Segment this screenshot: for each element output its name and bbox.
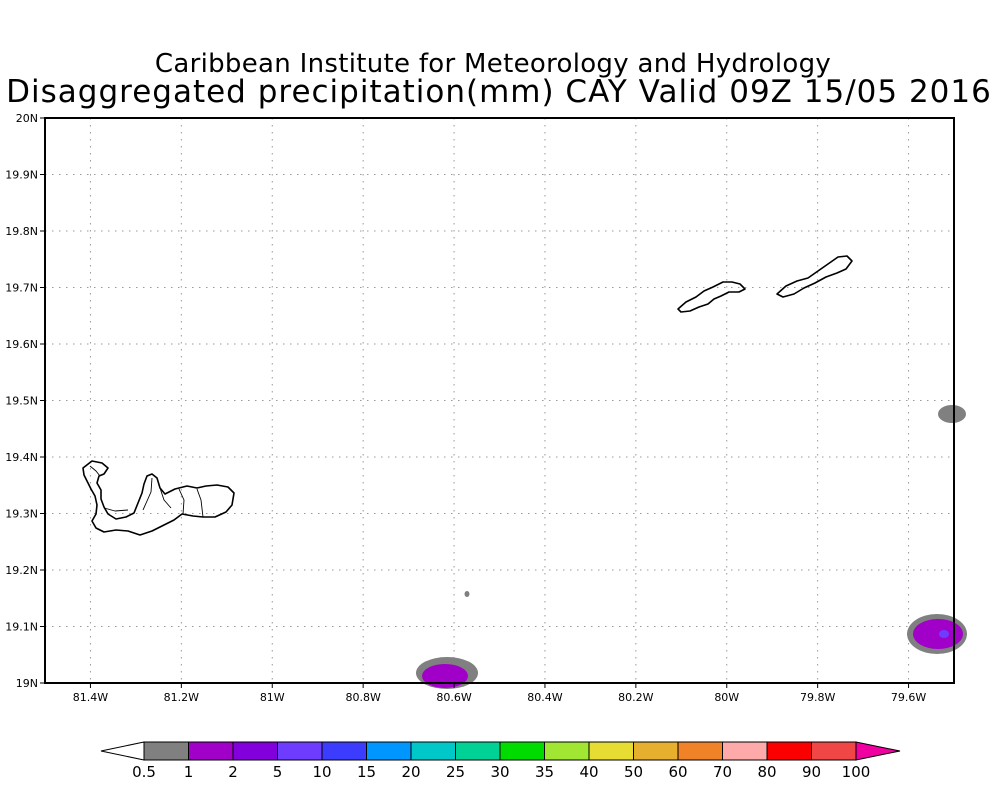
colorbar-label: 2 [228, 763, 238, 781]
lon-tick-label: 80.2W [618, 691, 653, 704]
lat-tick-label: 19.3N [5, 508, 38, 521]
institute-title: Caribbean Institute for Meteorology and … [154, 49, 832, 79]
precip-area-purple [422, 664, 468, 688]
islands [82, 255, 853, 536]
colorbar-swatch [811, 741, 857, 761]
colorbar: 0.5 1 2 5 10 15 20 25 30 35 40 50 60 70 80 90 100 [100, 741, 901, 781]
colorbar-label: 25 [446, 763, 465, 781]
lat-tick-label: 19.1N [5, 621, 38, 634]
lon-tick-label: 79.6W [891, 691, 926, 704]
lon-tick-label: 79.8W [800, 691, 835, 704]
lon-tick-label: 81W [260, 691, 285, 704]
colorbar-label: 0.5 [132, 763, 156, 781]
colorbar-swatch [722, 741, 768, 761]
grand-cayman-outline [82, 460, 235, 536]
little-cayman-outline [677, 281, 746, 313]
colorbar-label: 60 [668, 763, 687, 781]
colorbar-label: 15 [357, 763, 376, 781]
lon-tick-label: 80.8W [345, 691, 380, 704]
precip-area-gray [938, 405, 966, 423]
grand-cayman-districts [89, 465, 204, 518]
colorbar-label: 40 [579, 763, 598, 781]
map-gridlines [45, 117, 954, 684]
longitude-tick-labels: 81.4W 81.2W 81W 80.8W 80.6W 80.4W 80.2W 80W 79.8… [73, 683, 926, 704]
colorbar-label: 80 [757, 763, 776, 781]
colorbar-swatch [766, 741, 812, 761]
colorbar-label: 50 [624, 763, 643, 781]
lon-tick-label: 80W [714, 691, 739, 704]
colorbar-swatch [188, 741, 234, 761]
colorbar-label: 90 [802, 763, 821, 781]
colorbar-swatch [633, 741, 679, 761]
precip-speck [464, 591, 470, 597]
colorbar-swatch [232, 741, 278, 761]
colorbar-swatch [588, 741, 634, 761]
lat-tick-label: 20N [16, 112, 38, 125]
latitude-tick-labels: 19N 19.1N 19.2N 19.3N 19.4N 19.5N 19.6N 19.7N 19… [5, 112, 45, 690]
colorbar-label: 5 [273, 763, 283, 781]
lon-tick-label: 80.4W [527, 691, 562, 704]
colorbar-swatch [677, 741, 723, 761]
precip-area-purple [913, 619, 963, 649]
colorbar-label: 100 [842, 763, 871, 781]
colorbar-label: 35 [535, 763, 554, 781]
colorbar-swatch [410, 741, 456, 761]
colorbar-label: 10 [312, 763, 331, 781]
lon-tick-label: 81.4W [73, 691, 108, 704]
colorbar-label: 1 [184, 763, 194, 781]
lon-tick-label: 81.2W [164, 691, 199, 704]
product-title: Disaggregated precipitation(mm) CAY Vali… [6, 74, 992, 110]
lat-tick-label: 19.6N [5, 338, 38, 351]
colorbar-under-arrow [100, 741, 145, 761]
lat-tick-label: 19.2N [5, 564, 38, 577]
colorbar-swatch [277, 741, 323, 761]
lat-tick-label: 19.4N [5, 451, 38, 464]
colorbar-label: 70 [713, 763, 732, 781]
colorbar-over-arrow [855, 741, 901, 761]
lat-tick-label: 19.9N [5, 169, 38, 182]
cayman-brac-outline [776, 255, 853, 298]
colorbar-swatch [499, 741, 545, 761]
lat-tick-label: 19.7N [5, 282, 38, 295]
colorbar-swatch [321, 741, 367, 761]
lon-tick-label: 80.6W [436, 691, 471, 704]
colorbar-label: 20 [401, 763, 420, 781]
colorbar-swatch [143, 741, 189, 761]
lat-tick-label: 19.5N [5, 395, 38, 408]
colorbar-label: 30 [490, 763, 509, 781]
colorbar-swatch [366, 741, 412, 761]
lat-tick-label: 19N [16, 677, 38, 690]
precipitation-shading [416, 405, 967, 689]
colorbar-swatch [544, 741, 590, 761]
colorbar-swatch [455, 741, 501, 761]
lat-tick-label: 19.8N [5, 225, 38, 238]
precip-area-violet [939, 630, 949, 638]
